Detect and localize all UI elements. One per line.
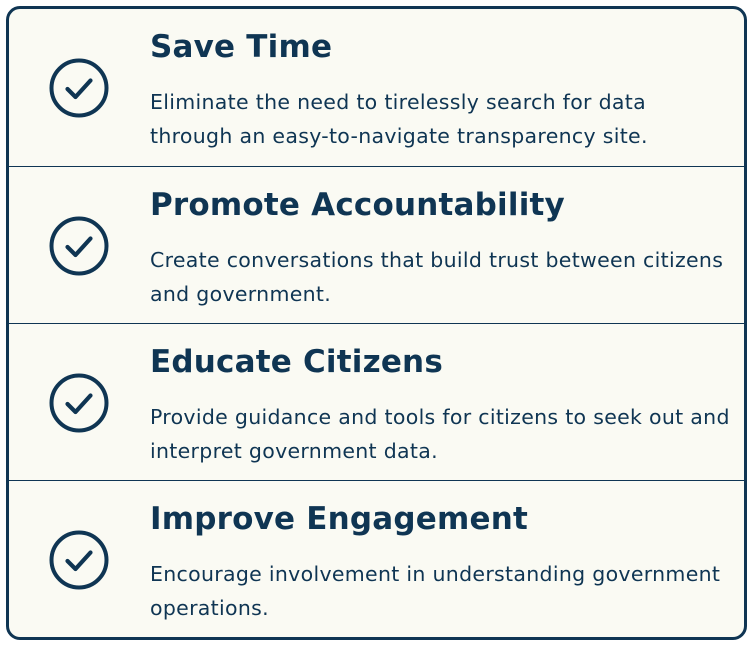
benefit-title: Promote Accountability <box>150 187 565 223</box>
benefits-card: Save Time Eliminate the need to tireless… <box>6 6 747 640</box>
check-circle-icon <box>49 216 109 276</box>
benefit-description: Provide guidance and tools for citizens … <box>150 405 730 463</box>
benefit-title: Improve Engagement <box>150 501 529 537</box>
benefit-title: Save Time <box>150 29 333 65</box>
check-circle-icon <box>49 58 109 118</box>
benefit-item-promote-accountability: Promote Accountability Create conversati… <box>9 166 744 323</box>
check-circle-icon <box>49 530 109 590</box>
benefit-item-save-time: Save Time Eliminate the need to tireless… <box>9 9 744 166</box>
benefit-title: Educate Citizens <box>150 344 443 380</box>
benefit-item-improve-engagement: Improve Engagement Encourage involvement… <box>9 480 744 637</box>
benefit-item-educate-citizens: Educate Citizens Provide guidance and to… <box>9 323 744 480</box>
benefit-description: Eliminate the need to tirelessly search … <box>150 90 648 148</box>
benefit-description: Create conversations that build trust be… <box>150 248 724 306</box>
check-circle-icon <box>49 373 109 433</box>
benefit-description: Encourage involvement in understanding g… <box>150 562 721 620</box>
